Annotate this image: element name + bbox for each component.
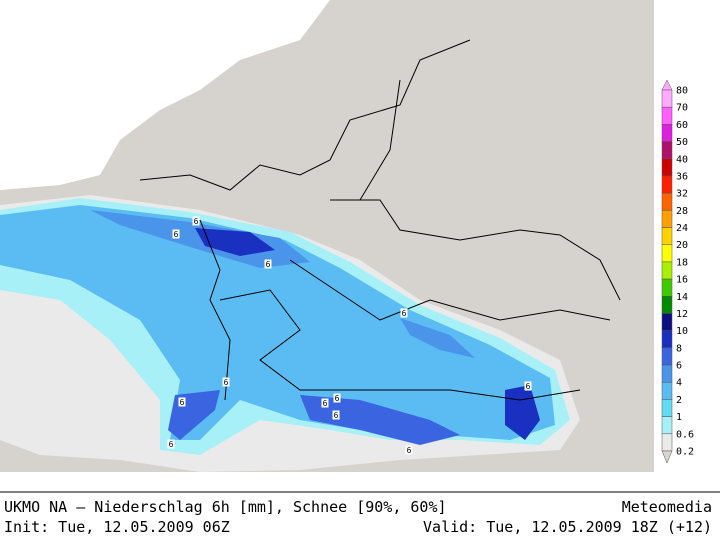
legend-swatch [661, 141, 673, 160]
legend-swatch [661, 330, 673, 349]
legend-swatch [661, 227, 673, 245]
legend-label: 12 [676, 309, 688, 320]
legend-label: 32 [676, 189, 688, 200]
legend-label: 8 [676, 343, 682, 354]
precip-10 [195, 228, 275, 256]
legend: 80 70 60 50 40 36 32 28 24 20 18 16 14 12 10 8 6 4 2 1 0.6 0.… [661, 79, 694, 464]
legend-swatch [661, 89, 673, 108]
borders [139, 39, 621, 401]
coast [139, 39, 471, 191]
contour-label-box [333, 393, 341, 403]
legend-label: 14 [676, 292, 688, 303]
precip-6 [90, 210, 310, 268]
border [219, 289, 581, 401]
legend-swatch [661, 192, 673, 211]
legend-swatch [661, 106, 673, 125]
contour-label: 6 [526, 382, 531, 391]
legend-label: 2 [676, 395, 682, 406]
legend-label: 0.6 [676, 429, 694, 440]
precip-6 [400, 318, 475, 358]
legend-swatch [661, 381, 673, 400]
contour-label-box [332, 410, 340, 420]
contour-label: 6 [266, 260, 271, 269]
legend-label: 28 [676, 206, 688, 217]
legend-cap [661, 450, 673, 464]
legend-swatch [661, 175, 673, 194]
sea [0, 0, 330, 190]
contour-label-box [400, 308, 408, 318]
legend-label: 36 [676, 171, 688, 182]
legend-swatch [661, 244, 673, 263]
footer-init: Init: Tue, 12.05.2009 06Z [4, 518, 230, 536]
legend-label: 16 [676, 275, 688, 286]
contour-label-box [167, 439, 175, 449]
contour-label-box [321, 398, 329, 408]
contour-label-box [264, 259, 272, 269]
footer-brand: Meteomedia [622, 498, 712, 516]
contour-label: 6 [224, 378, 229, 387]
contour-label-box [405, 445, 413, 455]
precip-8 [300, 395, 460, 445]
contour-label: 6 [335, 394, 340, 403]
legend-label: 18 [676, 257, 688, 268]
legend-label: 10 [676, 326, 688, 337]
legend-swatch [661, 210, 673, 228]
contour-label-box [192, 216, 200, 226]
legend-label: 24 [676, 223, 688, 234]
contour-label: 6 [334, 411, 339, 420]
border [289, 259, 611, 321]
footer-valid: Valid: Tue, 12.05.2009 18Z (+12) [423, 518, 712, 536]
legend-swatch [661, 296, 673, 314]
contour-label: 6 [407, 446, 412, 455]
border [359, 79, 401, 201]
legend-label: 40 [676, 154, 688, 165]
precip-4 [0, 205, 555, 440]
contour-label: 6 [174, 230, 179, 239]
contour-label-box [222, 377, 230, 387]
contour-label: 6 [169, 440, 174, 449]
legend-swatch [661, 261, 673, 280]
legend-label: 80 [676, 86, 688, 97]
legend-swatch [661, 364, 673, 383]
contour-label-box [178, 397, 186, 407]
legend-label: 20 [676, 240, 688, 251]
legend-label: 6 [676, 361, 682, 372]
legend-label: 0.2 [676, 447, 694, 458]
legend-swatch [661, 313, 673, 331]
legend-swatch [661, 347, 673, 366]
legend-swatch [661, 124, 673, 142]
legend-swatch [661, 158, 673, 177]
border [199, 219, 231, 401]
contour-label: 6 [180, 398, 185, 407]
legend-label: 60 [676, 120, 688, 131]
footer-title: UKMO NA – Niederschlag 6h [mm], Schnee [… [4, 498, 447, 516]
contour-label-box [524, 381, 532, 391]
legend-label: 4 [676, 378, 682, 389]
legend-label: 70 [676, 103, 688, 114]
legend-label: 50 [676, 137, 688, 148]
legend-swatch [661, 416, 673, 435]
legend-label: 1 [676, 412, 682, 423]
contour-label: 6 [194, 217, 199, 226]
contour-label: 6 [323, 399, 328, 408]
contour-label: 6 [402, 309, 407, 318]
legend-swatch [661, 399, 673, 417]
border [330, 199, 621, 301]
legend-swatch [661, 278, 673, 297]
contour-label-box [172, 229, 180, 239]
legend-swatch [661, 433, 673, 452]
